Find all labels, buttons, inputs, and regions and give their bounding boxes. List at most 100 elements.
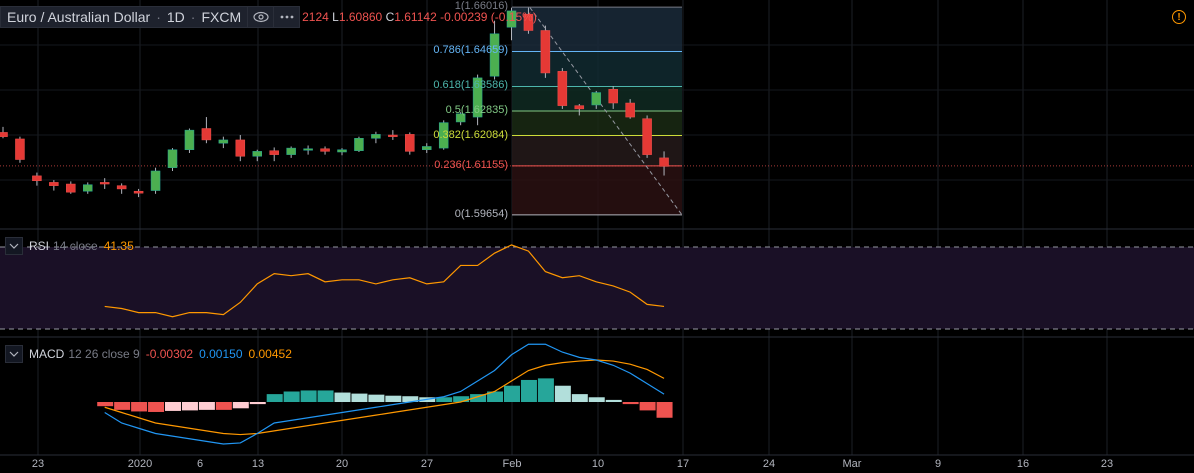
macd-histogram-bar bbox=[385, 395, 402, 402]
rsi-pane bbox=[0, 244, 1194, 330]
macd-histogram-bar bbox=[300, 390, 317, 402]
macd-histogram-bar bbox=[656, 402, 673, 418]
rsi-line bbox=[104, 244, 665, 318]
macd-histogram-bar bbox=[97, 402, 114, 407]
visibility-toggle-button[interactable] bbox=[248, 6, 275, 28]
pane-dividers[interactable] bbox=[0, 228, 1194, 456]
candle-body bbox=[269, 150, 279, 155]
ohlc-open-partial: 2124 bbox=[302, 10, 329, 24]
candle-body bbox=[167, 149, 178, 168]
candle-body bbox=[218, 139, 229, 144]
rsi-value: 41.35 bbox=[103, 239, 134, 253]
eye-icon bbox=[253, 11, 269, 23]
macd-line-value: 0.00150 bbox=[199, 347, 243, 361]
more-options-button[interactable] bbox=[274, 6, 301, 28]
fibonacci-retracement[interactable] bbox=[0, 6, 1194, 216]
candle-body bbox=[591, 92, 601, 106]
macd-line bbox=[104, 343, 665, 445]
macd-histogram-bar bbox=[436, 397, 453, 402]
time-axis-tick: 10 bbox=[591, 458, 605, 470]
macd-params: 12 26 close 9 bbox=[68, 347, 140, 361]
candle-body bbox=[506, 10, 517, 28]
macd-histogram-bar bbox=[554, 385, 571, 402]
time-axis-tick: 2020 bbox=[127, 458, 153, 470]
candle-body bbox=[252, 151, 262, 157]
time-axis-tick: 16 bbox=[1016, 458, 1030, 470]
time-axis-tick: 9 bbox=[934, 458, 942, 470]
macd-histogram-bar bbox=[232, 402, 249, 409]
candle-body bbox=[201, 128, 212, 141]
time-axis-tick: 17 bbox=[676, 458, 690, 470]
fib-level-label: 1(1.66016) bbox=[454, 0, 508, 13]
candle-body bbox=[49, 182, 59, 186]
macd-histogram-bar bbox=[266, 394, 283, 402]
macd-histogram-bar bbox=[622, 402, 639, 405]
candle-body bbox=[83, 184, 93, 192]
macd-histogram-bar bbox=[588, 397, 605, 402]
macd-histogram-bar bbox=[520, 379, 537, 402]
candle-body bbox=[557, 71, 568, 106]
candle-body bbox=[184, 129, 195, 150]
macd-histogram-bar bbox=[351, 393, 368, 402]
candle-body bbox=[303, 148, 313, 151]
time-axis-tick: Mar bbox=[842, 458, 862, 470]
time-axis-tick: 23 bbox=[31, 458, 45, 470]
candle-body bbox=[540, 30, 551, 74]
time-axis-tick: 23 bbox=[1100, 458, 1114, 470]
candle-body bbox=[15, 138, 25, 160]
candle-body bbox=[66, 183, 76, 193]
fib-trend-line bbox=[529, 7, 683, 216]
candle-body bbox=[574, 105, 585, 110]
macd-signal-value: 0.00452 bbox=[248, 347, 292, 361]
candle-body bbox=[608, 89, 618, 104]
candle-body bbox=[133, 190, 144, 194]
candle-body bbox=[99, 182, 110, 185]
candle-body bbox=[116, 185, 127, 190]
macd-histogram-bar bbox=[368, 394, 385, 402]
symbol-legend: Euro / Australian Dollar · 1D · FXCM 212… bbox=[0, 5, 537, 29]
macd-histogram-bar bbox=[639, 402, 656, 411]
macd-histogram-bar bbox=[148, 402, 165, 412]
rsi-name: RSI bbox=[29, 239, 50, 253]
macd-signal-line bbox=[104, 359, 665, 436]
time-axis-tick: 20 bbox=[335, 458, 349, 470]
candle-body bbox=[455, 113, 466, 123]
rsi-legend: RSI 14 close 41.35 bbox=[5, 237, 134, 255]
rsi-params: 14 close bbox=[53, 239, 98, 253]
fib-zone bbox=[512, 7, 682, 52]
macd-collapse-button[interactable] bbox=[5, 345, 23, 363]
macd-name: MACD bbox=[29, 347, 65, 361]
candle-body bbox=[235, 139, 246, 157]
rsi-band bbox=[0, 247, 1194, 329]
macd-histogram-bar bbox=[334, 392, 351, 402]
symbol-title[interactable]: Euro / Australian Dollar · 1D · FXCM bbox=[0, 6, 249, 28]
candle-body bbox=[472, 77, 483, 118]
price-candles bbox=[0, 7, 669, 198]
macd-pane bbox=[97, 343, 673, 445]
fib-level-label: 0(1.59654) bbox=[454, 207, 508, 220]
candle-body bbox=[489, 33, 500, 77]
fib-level-label: 0.382(1.62084) bbox=[433, 128, 508, 141]
macd-histogram-bar bbox=[487, 391, 504, 402]
time-axis-tick: Feb bbox=[502, 458, 522, 470]
candle-body bbox=[371, 134, 381, 139]
macd-histogram-bar bbox=[317, 390, 334, 402]
time-axis-tick: 13 bbox=[251, 458, 265, 470]
symbol-interval: 1D bbox=[166, 9, 185, 25]
candle-body bbox=[625, 102, 635, 118]
candle-body bbox=[320, 148, 330, 152]
candle-body bbox=[388, 134, 398, 137]
candle-body bbox=[642, 118, 652, 155]
rsi-collapse-button[interactable] bbox=[5, 237, 23, 255]
macd-histogram-bar bbox=[453, 396, 470, 402]
symbol-exchange: FXCM bbox=[201, 9, 242, 25]
alert-icon[interactable]: ! bbox=[1172, 10, 1186, 24]
time-axis-tick: 27 bbox=[420, 458, 434, 470]
macd-legend: MACD 12 26 close 9 -0.00302 0.00150 0.00… bbox=[5, 345, 292, 363]
macd-histogram-bar bbox=[131, 402, 148, 412]
ohlc-low-label: L bbox=[332, 10, 339, 24]
macd-histogram-bar bbox=[402, 396, 419, 402]
macd-hist-value: -0.00302 bbox=[145, 347, 194, 361]
fib-level-label: 0.5(1.62835) bbox=[445, 104, 508, 117]
